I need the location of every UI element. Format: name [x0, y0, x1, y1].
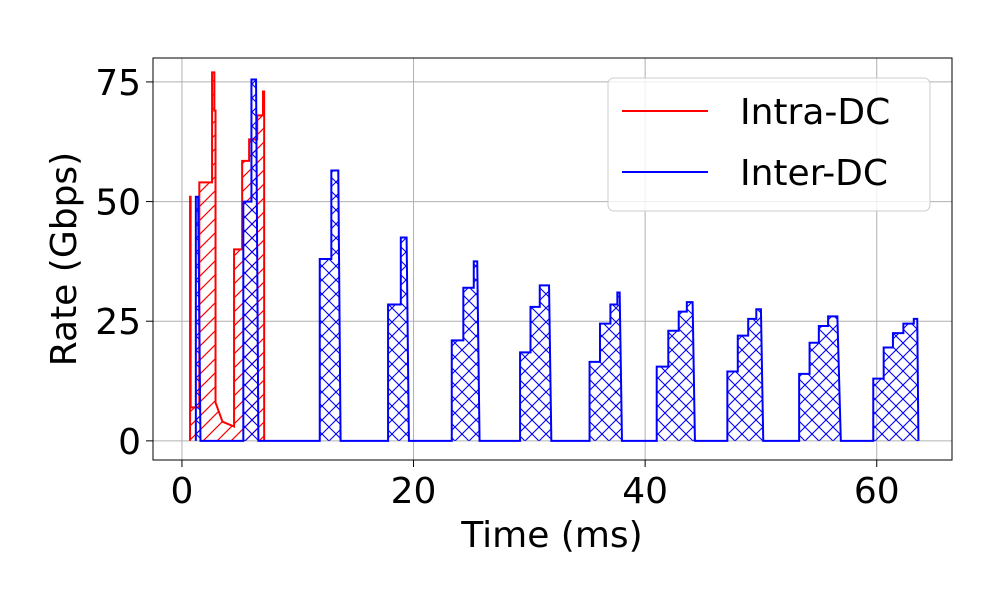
x-tick-label: 0 [170, 471, 193, 512]
ticks: 0 20 40 60 0 25 50 75 [95, 63, 899, 512]
legend-label-inter-dc: Inter-DC [740, 153, 888, 194]
inter-dc-line [194, 78, 920, 442]
x-tick-label: 40 [622, 471, 668, 512]
y-tick-label: 0 [118, 422, 141, 463]
legend-label-intra-dc: Intra-DC [740, 92, 890, 133]
legend: Intra-DC Inter-DC [607, 77, 931, 212]
x-tick-label: 60 [854, 471, 900, 512]
y-tick-label: 25 [95, 302, 141, 343]
x-axis-label: Time (ms) [460, 515, 642, 556]
y-tick-label: 50 [95, 183, 141, 224]
x-tick-label: 20 [391, 471, 437, 512]
y-tick-label: 75 [95, 63, 141, 104]
series-layer [189, 71, 920, 442]
y-axis-label: Rate (Gbps) [44, 152, 85, 366]
plot-frame [152, 57, 953, 461]
